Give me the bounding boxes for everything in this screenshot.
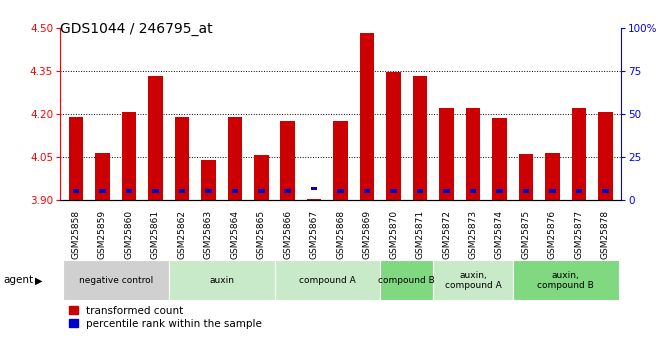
- Bar: [390, 189, 397, 193]
- Bar: [337, 189, 344, 193]
- Bar: [413, 77, 428, 200]
- Bar: [285, 189, 291, 193]
- Bar: [73, 189, 79, 193]
- Bar: [522, 189, 529, 193]
- Bar: [572, 108, 587, 200]
- Bar: [364, 189, 371, 193]
- Bar: [360, 33, 375, 200]
- Bar: [602, 189, 609, 193]
- Bar: [122, 112, 136, 200]
- Bar: [417, 189, 424, 193]
- Bar: [258, 189, 265, 193]
- Text: auxin: auxin: [209, 276, 234, 285]
- Text: ▶: ▶: [35, 275, 42, 285]
- Bar: [549, 189, 556, 193]
- Bar: [496, 189, 503, 193]
- Bar: [232, 189, 238, 193]
- Text: auxin,
compound B: auxin, compound B: [537, 270, 594, 290]
- Bar: [311, 187, 317, 190]
- Bar: [307, 199, 321, 200]
- Bar: [444, 189, 450, 193]
- Bar: [518, 154, 533, 200]
- Bar: [576, 189, 582, 193]
- Bar: [205, 189, 212, 193]
- Bar: [281, 121, 295, 200]
- Bar: [545, 152, 560, 200]
- Bar: [201, 160, 216, 200]
- Text: negative control: negative control: [79, 276, 153, 285]
- Bar: [598, 112, 613, 200]
- Bar: [148, 77, 163, 200]
- Bar: [440, 108, 454, 200]
- Bar: [126, 189, 132, 193]
- Bar: [174, 117, 189, 200]
- Text: auxin,
compound A: auxin, compound A: [445, 270, 502, 290]
- Bar: [152, 189, 159, 193]
- Bar: [178, 189, 185, 193]
- Text: GDS1044 / 246795_at: GDS1044 / 246795_at: [60, 22, 212, 37]
- Bar: [492, 118, 507, 200]
- Bar: [99, 189, 106, 193]
- Text: compound B: compound B: [379, 276, 436, 285]
- Bar: [333, 121, 348, 200]
- Legend: transformed count, percentile rank within the sample: transformed count, percentile rank withi…: [65, 302, 267, 333]
- Bar: [96, 152, 110, 200]
- Bar: [470, 189, 476, 193]
- Bar: [228, 117, 242, 200]
- Bar: [69, 117, 84, 200]
- Bar: [386, 72, 401, 200]
- Bar: [466, 108, 480, 200]
- Bar: [254, 155, 269, 200]
- Text: compound A: compound A: [299, 276, 356, 285]
- Text: agent: agent: [3, 275, 33, 285]
